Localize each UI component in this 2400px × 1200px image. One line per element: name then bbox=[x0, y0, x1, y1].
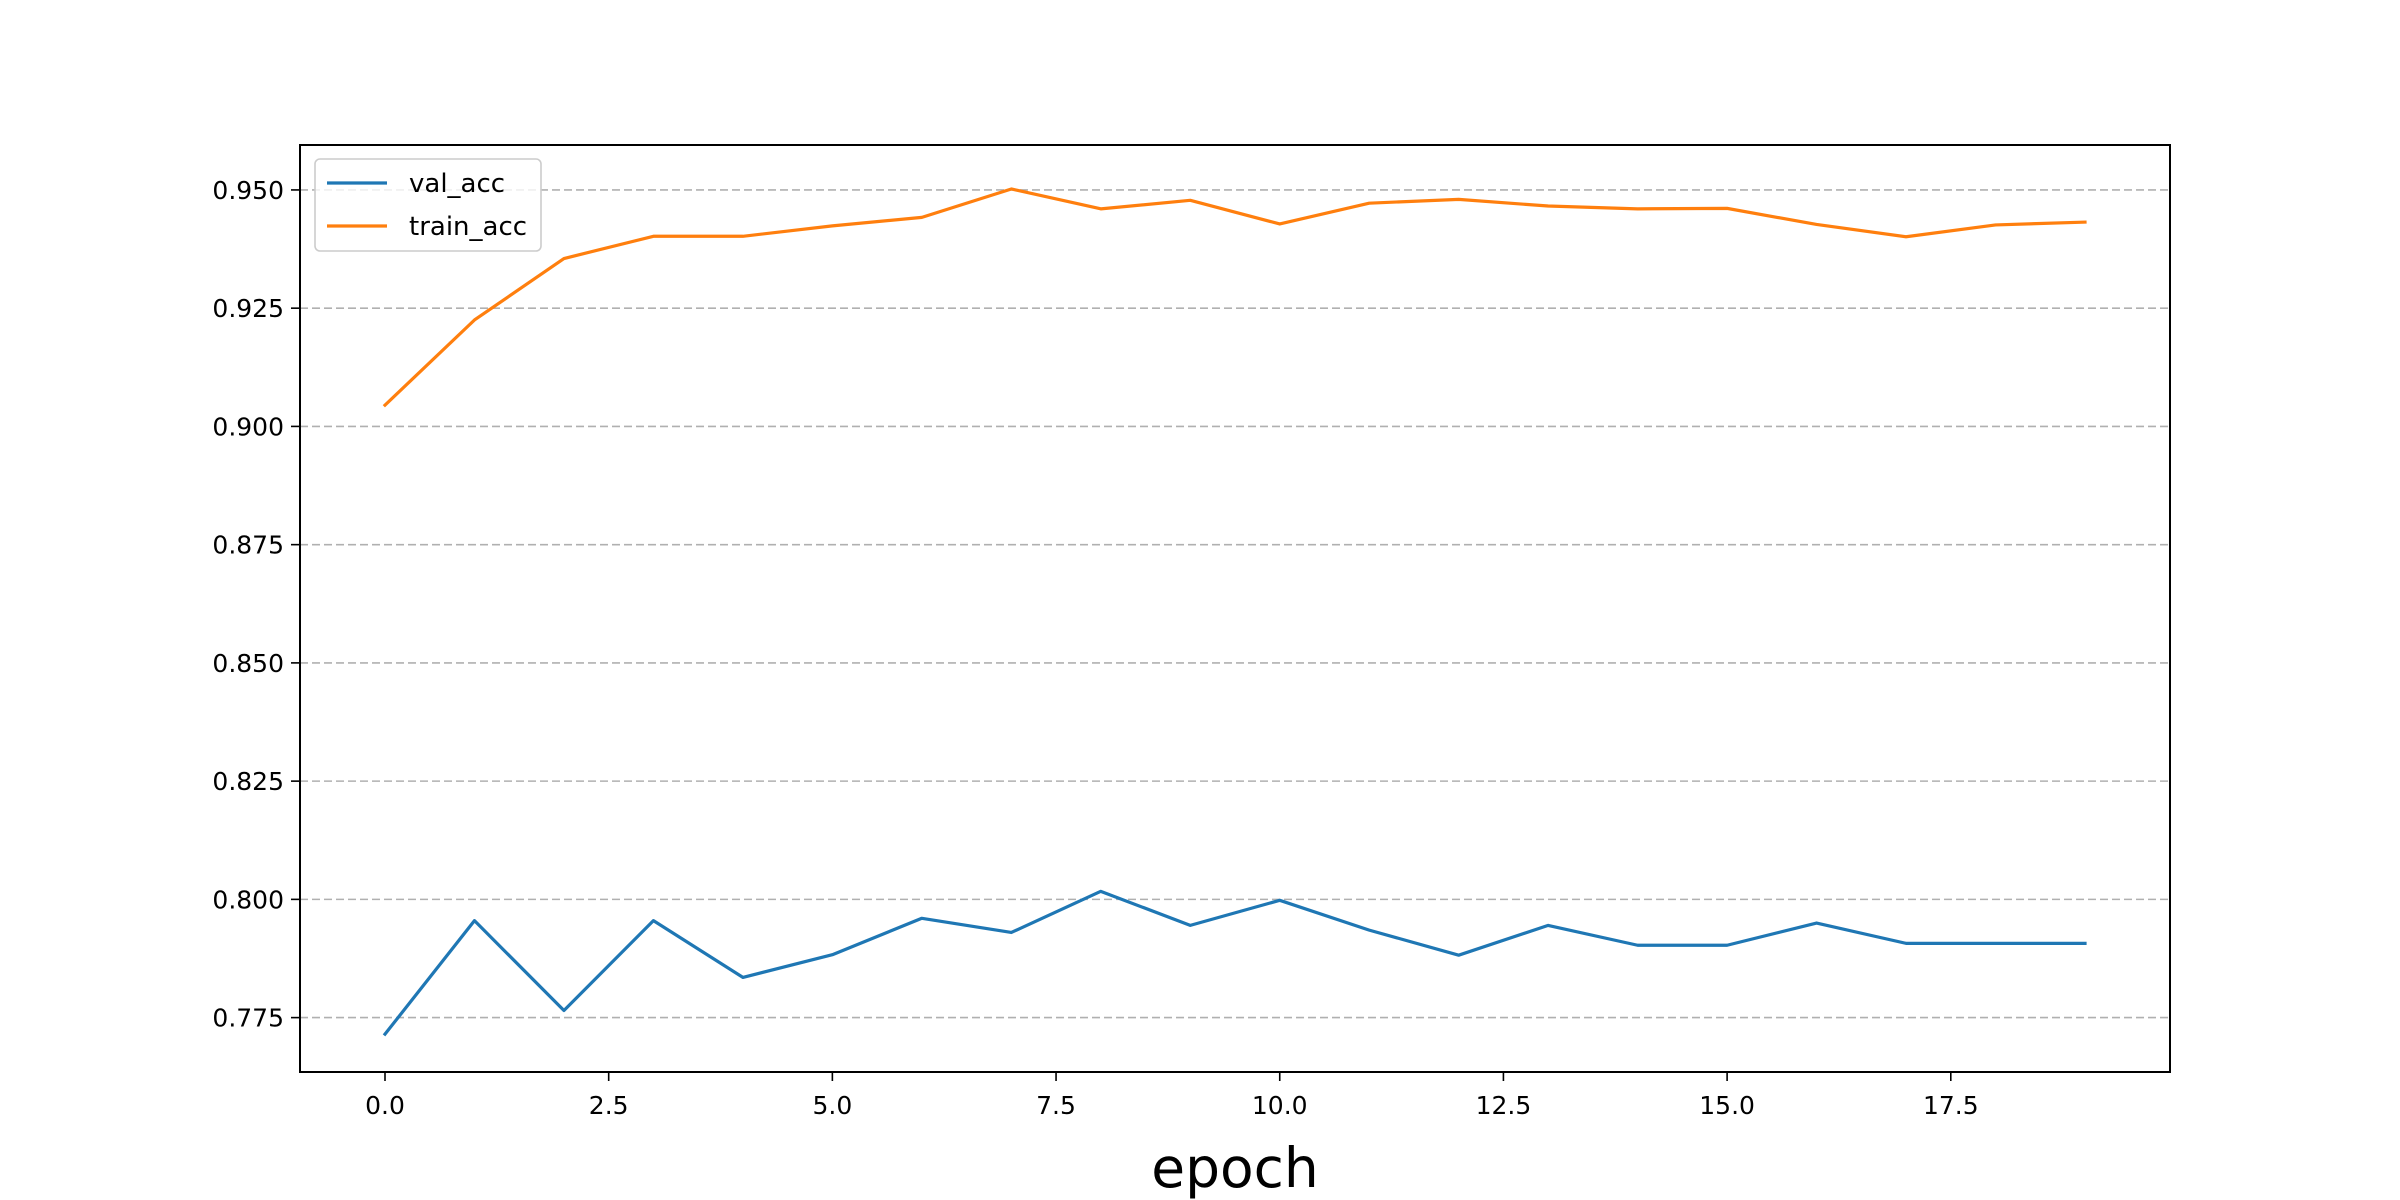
x-tick-label: 12.5 bbox=[1476, 1091, 1532, 1120]
x-tick-label: 0.0 bbox=[365, 1091, 405, 1120]
y-tick-label: 0.925 bbox=[212, 294, 284, 323]
series-line-val-acc bbox=[382, 889, 2087, 1037]
y-tick-label: 0.800 bbox=[212, 885, 284, 914]
x-tick-label: 7.5 bbox=[1036, 1091, 1076, 1120]
x-axis-label: epoch bbox=[1151, 1136, 1319, 1200]
x-axis-ticks: 0.0 2.5 5.0 7.5 10.0 12.5 15.0 17.5 bbox=[365, 1072, 1979, 1120]
x-tick-label: 2.5 bbox=[589, 1091, 629, 1120]
y-tick-label: 0.825 bbox=[212, 767, 284, 796]
series-line-train-acc bbox=[382, 187, 2087, 408]
axes-frame bbox=[299, 144, 2171, 1073]
legend: val_acc train_acc bbox=[314, 158, 542, 252]
y-tick-label: 0.950 bbox=[212, 176, 284, 205]
legend-label: train_acc bbox=[409, 212, 527, 242]
x-tick-label: 17.5 bbox=[1923, 1091, 1979, 1120]
y-tick-label: 0.900 bbox=[212, 412, 284, 441]
legend-label: val_acc bbox=[409, 169, 505, 199]
x-tick-label: 10.0 bbox=[1252, 1091, 1308, 1120]
y-tick-label: 0.875 bbox=[212, 531, 284, 560]
series-lines bbox=[382, 187, 2087, 1037]
x-tick-label: 15.0 bbox=[1699, 1091, 1755, 1120]
y-tick-label: 0.775 bbox=[212, 1004, 284, 1033]
y-axis-ticks: 0.775 0.800 0.825 0.850 0.875 0.900 0.925 0.950 bbox=[212, 176, 300, 1033]
y-tick-label: 0.850 bbox=[212, 649, 284, 678]
x-tick-label: 5.0 bbox=[812, 1091, 852, 1120]
grid-lines bbox=[300, 189, 2170, 1019]
